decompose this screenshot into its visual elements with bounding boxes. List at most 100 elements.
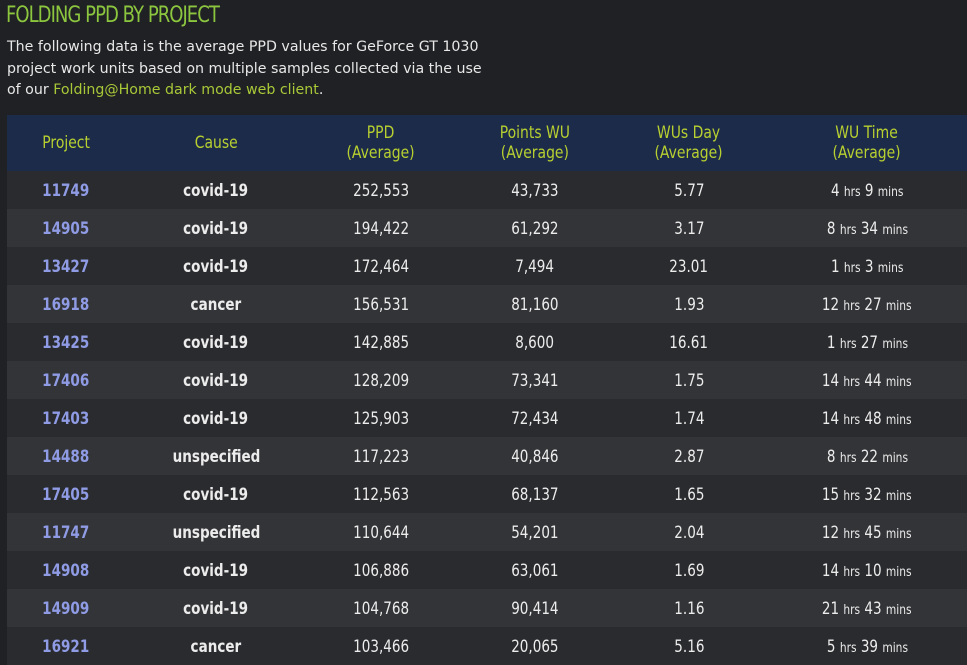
ppd-value: 194,422 <box>353 218 409 238</box>
minutes-unit: mins <box>886 488 912 504</box>
project-link[interactable]: 17403 <box>42 408 90 428</box>
table-row: 14905 covid-19 194,422 61,292 3.17 8 hrs 34 m… <box>7 209 967 247</box>
points-value: 90,414 <box>511 598 559 618</box>
project-link[interactable]: 11747 <box>42 522 90 542</box>
cause-value: unspecified <box>172 446 260 466</box>
minutes-unit: mins <box>881 640 908 656</box>
table-row: 14909 covid-19 104,768 90,414 1.16 21 hrs 43 … <box>7 589 967 627</box>
cell-project[interactable]: 14909 <box>7 589 125 627</box>
wus-day-value: 16.61 <box>669 332 709 352</box>
hours-unit: hrs <box>843 526 861 542</box>
ppd-value: 112,563 <box>353 484 409 504</box>
table-row: 17406 covid-19 128,209 73,341 1.75 14 hrs 44 … <box>7 361 967 399</box>
hours-value: 8 <box>826 218 836 238</box>
project-link[interactable]: 17405 <box>42 484 90 504</box>
cell-wus-day: 5.77 <box>615 171 763 209</box>
points-value: 20,065 <box>511 636 559 656</box>
ppd-value: 252,553 <box>353 180 409 200</box>
hours-unit: hrs <box>839 640 857 656</box>
cell-project[interactable]: 11747 <box>7 513 125 551</box>
cell-points-wu: 90,414 <box>455 589 615 627</box>
cell-project[interactable]: 14905 <box>7 209 125 247</box>
points-value: 63,061 <box>511 560 559 580</box>
cell-project[interactable]: 17403 <box>7 399 125 437</box>
cell-ppd: 117,223 <box>307 437 455 475</box>
cell-project[interactable]: 17406 <box>7 361 125 399</box>
hours-value: 8 <box>826 446 836 466</box>
minutes-value: 43 <box>864 598 882 618</box>
project-link[interactable]: 14488 <box>42 446 90 466</box>
cell-wu-time: 12 hrs 45 mins <box>763 513 967 551</box>
ppd-value: 117,223 <box>353 446 409 466</box>
cell-wus-day: 2.87 <box>615 437 763 475</box>
cell-cause: cancer <box>125 285 307 323</box>
cell-wu-time: 8 hrs 34 mins <box>763 209 967 247</box>
project-link[interactable]: 16921 <box>42 636 90 656</box>
wus-day-value: 1.16 <box>673 598 705 618</box>
ppd-value: 128,209 <box>353 370 409 390</box>
table-row: 11747 unspecified 110,644 54,201 2.04 12 hrs … <box>7 513 967 551</box>
cell-project[interactable]: 16921 <box>7 627 125 665</box>
project-link[interactable]: 11749 <box>42 180 90 200</box>
header-wutime-sublabel: (Average) <box>832 143 902 163</box>
cell-ppd: 103,466 <box>307 627 455 665</box>
minutes-unit: mins <box>886 564 912 580</box>
header-ppd: PPD (Average) <box>307 115 455 171</box>
table-row: 17405 covid-19 112,563 68,137 1.65 15 hrs 32 … <box>7 475 967 513</box>
minutes-unit: mins <box>881 450 908 466</box>
project-link[interactable]: 14909 <box>42 598 90 618</box>
cell-project[interactable]: 11749 <box>7 171 125 209</box>
cell-wus-day: 1.16 <box>615 589 763 627</box>
project-link[interactable]: 16918 <box>42 294 90 314</box>
cell-points-wu: 43,733 <box>455 171 615 209</box>
cell-cause: covid-19 <box>125 247 307 285</box>
header-points-wu: Points WU (Average) <box>455 115 615 171</box>
cell-wu-time: 12 hrs 27 mins <box>763 285 967 323</box>
minutes-value: 10 <box>864 560 882 580</box>
project-link[interactable]: 14908 <box>42 560 90 580</box>
minutes-value: 22 <box>860 446 878 466</box>
hours-unit: hrs <box>843 184 861 200</box>
cell-wus-day: 5.16 <box>615 627 763 665</box>
cell-project[interactable]: 17405 <box>7 475 125 513</box>
points-value: 72,434 <box>511 408 559 428</box>
ppd-value: 125,903 <box>353 408 409 428</box>
project-link[interactable]: 14905 <box>42 218 90 238</box>
ppd-table: Project Cause PPD (Average) Points WU (Ave… <box>7 115 967 665</box>
page-title: FOLDING PPD BY PROJECT <box>6 3 220 28</box>
cell-points-wu: 54,201 <box>455 513 615 551</box>
cell-project[interactable]: 13427 <box>7 247 125 285</box>
minutes-value: 39 <box>860 636 878 656</box>
header-wus-day: WUs Day (Average) <box>615 115 763 171</box>
cell-project[interactable]: 13425 <box>7 323 125 361</box>
minutes-value: 34 <box>860 218 878 238</box>
project-link[interactable]: 13425 <box>42 332 90 352</box>
table-row: 14908 covid-19 106,886 63,061 1.69 14 hrs 10 … <box>7 551 967 589</box>
points-value: 40,846 <box>511 446 559 466</box>
cell-project[interactable]: 14488 <box>7 437 125 475</box>
cell-points-wu: 7,494 <box>455 247 615 285</box>
cell-wu-time: 14 hrs 48 mins <box>763 399 967 437</box>
dark-mode-client-link[interactable]: Folding@Home dark mode web client <box>53 82 319 98</box>
cell-cause: covid-19 <box>125 209 307 247</box>
wus-day-value: 5.77 <box>673 180 705 200</box>
project-link[interactable]: 17406 <box>42 370 90 390</box>
table-row: 16921 cancer 103,466 20,065 5.16 5 hrs 39 min… <box>7 627 967 665</box>
cell-cause: covid-19 <box>125 399 307 437</box>
cell-wu-time: 4 hrs 9 mins <box>763 171 967 209</box>
hours-value: 5 <box>826 636 836 656</box>
minutes-value: 32 <box>864 484 882 504</box>
project-link[interactable]: 13427 <box>42 256 90 276</box>
cell-project[interactable]: 16918 <box>7 285 125 323</box>
description-text: The following data is the average PPD va… <box>7 39 482 98</box>
cell-ppd: 142,885 <box>307 323 455 361</box>
cause-value: covid-19 <box>183 256 249 276</box>
cell-wus-day: 16.61 <box>615 323 763 361</box>
cell-points-wu: 20,065 <box>455 627 615 665</box>
cell-project[interactable]: 14908 <box>7 551 125 589</box>
points-value: 54,201 <box>511 522 559 542</box>
header-wu-time: WU Time (Average) <box>763 115 967 171</box>
cell-wus-day: 3.17 <box>615 209 763 247</box>
minutes-unit: mins <box>881 336 908 352</box>
hours-value: 4 <box>830 180 840 200</box>
